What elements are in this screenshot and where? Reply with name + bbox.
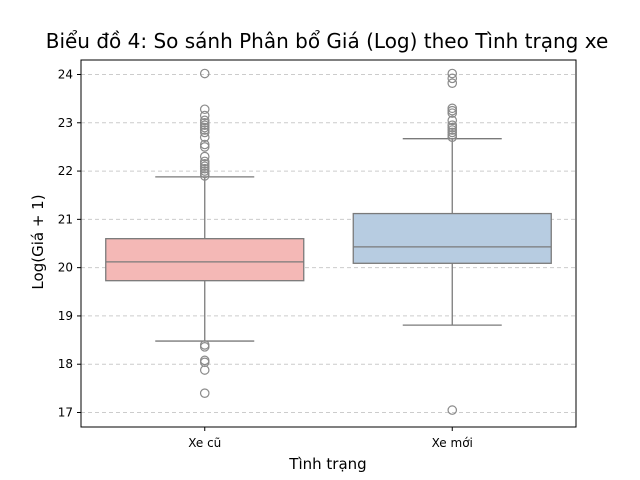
y-tick-label: 21 [58,212,73,226]
outlier-point [447,125,458,135]
outlier-point [199,151,210,162]
outlier-point [199,117,210,128]
outlier-point [199,132,210,143]
outlier-point [199,166,210,176]
outlier-point [199,342,210,352]
outlier-point [199,110,210,121]
outlier-point [199,168,210,179]
y-tick-label: 17 [58,406,73,420]
outlier-point [447,127,458,138]
outlier-point [447,405,458,415]
outlier-point [199,142,210,152]
outlier-point [199,104,210,115]
outlier-point [199,125,210,135]
outlier-point [447,105,458,116]
outlier-point [199,139,210,150]
outlier-point [447,78,458,88]
x-tick-label: Xe mới [432,436,473,450]
outlier-point [199,122,210,133]
outlier-point [199,355,210,366]
outlier-point [199,159,210,169]
outlier-point [199,115,210,126]
outlier-point [447,132,458,143]
y-tick-label: 18 [58,357,73,371]
y-tick-label: 22 [58,164,73,178]
outlier-point [447,73,458,84]
y-tick-label: 24 [58,67,73,81]
plot-area-frame [80,59,577,428]
outlier-point [447,115,458,126]
x-axis-label: Tình trạng [288,455,366,473]
grid-lines [81,73,576,414]
box-group [105,68,305,398]
outlier-point [199,161,210,172]
box-group [352,68,552,415]
y-axis-ticks: 17 18 19 20 21 22 23 24 [58,67,81,420]
box-iqr [352,212,552,264]
outlier-point [199,171,210,181]
y-tick-label: 19 [58,309,73,323]
chart-title: Biểu đồ 4: So sánh Phân bổ Giá (Log) the… [46,29,609,53]
outlier-point [447,103,458,114]
outlier-point [447,108,458,118]
outlier-point [199,156,210,167]
outlier-point [199,365,210,375]
outlier-point [199,120,210,130]
outlier-point [199,163,210,174]
x-tick-label: Xe cũ [188,436,221,450]
outlier-point [447,68,458,79]
outlier-point [199,127,210,138]
y-tick-label: 20 [58,261,73,275]
y-tick-label: 23 [58,116,73,130]
box-iqr [105,238,305,282]
boxes [105,68,552,415]
outlier-point [199,388,210,398]
outlier-point [447,120,458,130]
outlier-point [447,122,458,133]
x-axis-ticks: Xe cũ Xe mới [188,427,473,450]
outlier-point [199,340,210,350]
outlier-point [447,130,458,140]
y-axis-label: Log(Giá + 1) [29,194,47,289]
outlier-point [199,68,210,79]
